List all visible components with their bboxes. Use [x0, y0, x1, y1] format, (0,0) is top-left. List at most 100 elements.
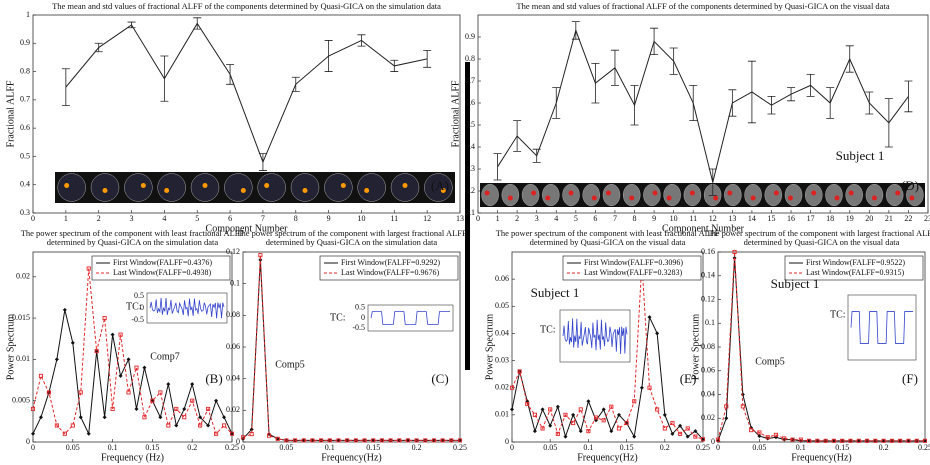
point — [609, 429, 614, 434]
point — [275, 436, 280, 441]
point — [765, 435, 770, 440]
x-tick-label: 19 — [846, 214, 854, 223]
activation — [440, 188, 446, 193]
x-tick-label: 2 — [515, 214, 519, 223]
x-tick-label: 20 — [865, 214, 873, 223]
activation — [402, 183, 408, 188]
y-axis-label: Power Spectrum — [484, 314, 495, 381]
error-bar — [904, 80, 913, 113]
x-tick-label: 23 — [924, 214, 930, 223]
point — [190, 382, 195, 387]
x-tick-label: 6 — [228, 214, 232, 223]
point — [724, 404, 729, 409]
activation — [164, 188, 170, 193]
y-tick-label: 0.7 — [20, 95, 30, 104]
y-tick-label: 0.08 — [701, 342, 715, 351]
divider — [465, 62, 470, 370]
point — [773, 432, 779, 437]
panel-label: (A) — [431, 178, 449, 193]
plot-frame — [32, 14, 461, 214]
y-tick-label: 0.02 — [495, 383, 509, 392]
point — [532, 412, 537, 417]
x-tick-label: 0.05 — [279, 443, 293, 452]
point — [571, 412, 576, 417]
activation — [713, 195, 719, 201]
activation — [666, 195, 672, 201]
point — [678, 431, 683, 436]
point — [586, 429, 591, 434]
point — [240, 435, 246, 440]
x-tick-label: 0.1 — [325, 443, 335, 452]
brain-map — [764, 183, 783, 207]
brain-map — [906, 183, 924, 207]
point — [214, 431, 219, 436]
point — [336, 438, 341, 443]
point — [126, 357, 131, 362]
point — [807, 438, 812, 443]
y-tick-label: 0.1 — [705, 318, 715, 327]
error-bar — [357, 34, 366, 47]
component-label: Comp7 — [150, 351, 179, 362]
x-axis-label: Frequency(Hz) — [577, 452, 638, 463]
point — [555, 404, 560, 409]
x-tick-label: 0.1 — [108, 443, 118, 452]
point — [182, 406, 187, 411]
point — [632, 399, 637, 404]
point — [906, 438, 911, 443]
inset-trace — [562, 318, 628, 355]
point — [757, 434, 762, 439]
legend-label: Last Window(FALFF=0.3283) — [584, 268, 682, 277]
y-tick-label: 0.02 — [226, 405, 240, 414]
point — [371, 438, 376, 443]
point — [831, 438, 836, 443]
plot-frame — [242, 251, 461, 443]
point — [578, 429, 583, 434]
activation — [652, 190, 658, 196]
point — [873, 438, 878, 443]
x-tick-label: 0.15 — [835, 443, 849, 452]
point — [815, 438, 820, 443]
point — [848, 438, 853, 443]
y-tick-label: 0.05 — [495, 301, 509, 310]
point — [693, 434, 698, 439]
point — [593, 415, 599, 420]
activation — [750, 195, 756, 201]
inset-tick-label: -0.5 — [131, 315, 144, 324]
x-tick-label: 0 — [31, 443, 35, 452]
point — [563, 434, 568, 439]
point — [440, 438, 445, 443]
chart-title: The mean and std values of fractional AL… — [516, 1, 889, 11]
x-tick-label: 0.25 — [918, 443, 930, 452]
x-tick-label: 11 — [689, 214, 697, 223]
x-tick-label: 22 — [904, 214, 912, 223]
point — [174, 406, 179, 412]
point — [823, 438, 828, 443]
inset-tick-label: -0.5 — [352, 323, 365, 332]
error-bar — [94, 42, 103, 53]
point — [198, 423, 203, 428]
x-tick-label: 13 — [456, 214, 464, 223]
point — [510, 407, 514, 412]
inset-tick-label: 0 — [361, 313, 365, 322]
point — [693, 429, 698, 434]
x-tick-label: 4 — [162, 214, 166, 223]
brain-map — [724, 183, 742, 207]
point — [102, 415, 107, 420]
y-tick-label: 0.03 — [495, 355, 509, 364]
activation — [773, 190, 779, 196]
point — [70, 423, 75, 428]
chart-title: The power spectrum of the component with… — [706, 228, 930, 238]
point — [914, 438, 919, 443]
point — [214, 398, 219, 403]
point — [310, 438, 315, 443]
error-bar — [571, 21, 580, 40]
error-bar — [650, 27, 659, 55]
brain-map — [643, 183, 661, 207]
point — [740, 392, 745, 397]
point — [158, 415, 163, 420]
y-tick-label: 0.3 — [465, 164, 475, 173]
legend-label: Last Window(FALFF=0.9315) — [806, 268, 904, 277]
error-bar — [669, 47, 678, 75]
point — [457, 438, 463, 443]
point — [258, 253, 263, 258]
